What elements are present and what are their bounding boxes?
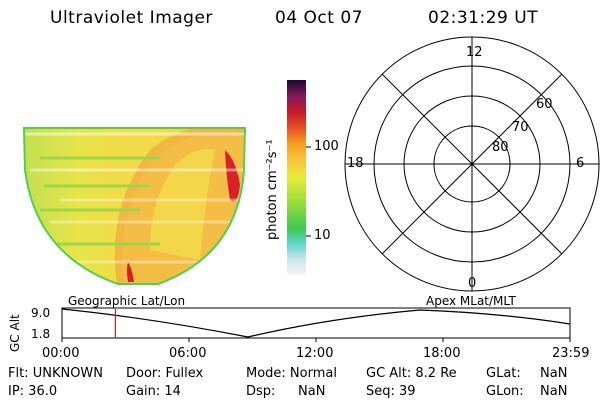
altitude-tick-1-8: 1.8 <box>31 327 51 341</box>
apex-label: Apex MLat/MLT <box>426 294 516 308</box>
colorbar <box>287 80 306 275</box>
colorbar-ticks <box>306 146 311 237</box>
mode-status: Mode: Normal <box>246 366 337 381</box>
colorbar-unit-label: photon cm⁻²s⁻¹ <box>265 139 280 240</box>
glat-label: GLat: <box>486 366 521 381</box>
glat-value: NaN <box>540 366 568 381</box>
dsp-label: Dsp: <box>246 384 276 399</box>
door-status: Door: Fullex <box>126 366 204 381</box>
gain-value: Gain: 14 <box>126 384 181 399</box>
altitude-curve <box>61 308 571 338</box>
sequence-number: Seq: 39 <box>366 384 416 399</box>
time-tick-2359: 23:59 <box>552 346 590 361</box>
date-label: 04 Oct 07 <box>275 8 363 28</box>
colorbar-tick-10: 10 <box>314 228 331 243</box>
mlt-label-12: 12 <box>466 45 483 60</box>
mlat-label-80: 80 <box>492 140 509 155</box>
mlat-label-60: 60 <box>536 97 553 112</box>
altitude-x-ticks <box>61 338 571 342</box>
time-label: 02:31:29 UT <box>428 8 539 28</box>
gc-altitude: GC Alt: 8.2 Re <box>366 366 457 381</box>
dsp-value: NaN <box>298 384 326 399</box>
colorbar-tick-100: 100 <box>314 139 339 154</box>
ip-value: IP: 36.0 <box>8 384 58 399</box>
flight-status: Flt: UNKNOWN <box>8 366 103 381</box>
uv-image-edge <box>22 127 247 285</box>
mlt-label-18: 18 <box>347 156 364 171</box>
altitude-axis-title: GC Alt <box>8 314 22 352</box>
time-tick-1200: 12:00 <box>296 346 334 361</box>
time-tick-0000: 00:00 <box>42 346 80 361</box>
glon-label: GLon: <box>486 384 524 399</box>
altitude-tick-9: 9.0 <box>31 306 51 320</box>
instrument-title: Ultraviolet Imager <box>50 8 213 28</box>
mlt-label-6: 6 <box>576 156 585 171</box>
mlat-label-70: 70 <box>512 120 529 135</box>
glon-value: NaN <box>540 384 568 399</box>
time-tick-1800: 18:00 <box>423 346 461 361</box>
uv-image <box>24 128 245 284</box>
geographic-label: Geographic Lat/Lon <box>68 294 186 308</box>
time-tick-0600: 06:00 <box>169 346 207 361</box>
polar-grid <box>344 36 600 292</box>
mlt-label-0: 0 <box>468 276 477 291</box>
